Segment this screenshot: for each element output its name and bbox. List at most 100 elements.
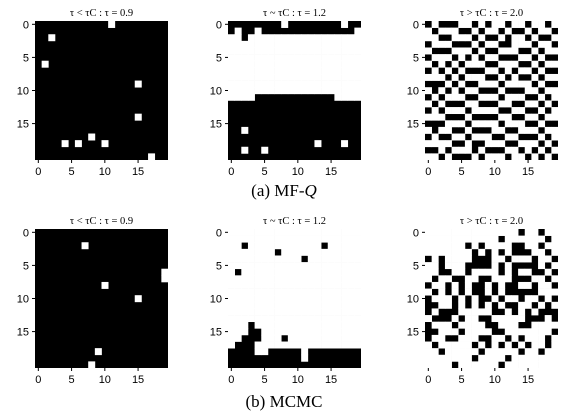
spin-cell — [74, 140, 82, 148]
spin-cell — [551, 107, 559, 115]
spin-cell — [347, 248, 355, 256]
spin-cell — [301, 295, 309, 303]
spin-cell — [314, 328, 322, 336]
spin-cell — [261, 268, 269, 276]
x-tick-label: 15 — [522, 374, 534, 386]
spin-cell — [484, 354, 492, 362]
spin-cell — [544, 328, 552, 336]
spin-cell — [431, 21, 439, 28]
spin-cell — [518, 54, 526, 62]
spin-cell — [524, 235, 532, 243]
spin-cell — [511, 120, 519, 128]
spin-cell — [531, 341, 539, 349]
spin-cell — [261, 54, 269, 62]
spin-cell — [538, 248, 546, 256]
spin-cell — [234, 255, 242, 263]
spin-cell — [261, 242, 269, 250]
spin-cell — [471, 133, 479, 141]
spin-cell — [444, 321, 452, 329]
spin-cell — [341, 54, 349, 62]
spin-cell — [431, 235, 439, 243]
y-tick-label: 15 — [17, 327, 29, 339]
spin-cell — [431, 34, 439, 42]
spin-cell — [551, 73, 559, 81]
spin-cell — [301, 34, 309, 42]
spin-cell — [464, 275, 472, 283]
spin-cell — [261, 146, 269, 154]
spin-cell — [511, 21, 519, 28]
spin-cell — [458, 21, 466, 28]
spin-cell — [511, 361, 519, 369]
spin-cell — [538, 262, 546, 270]
spin-cell — [458, 34, 466, 42]
spin-cell — [451, 73, 459, 81]
spin-cell — [327, 321, 335, 329]
spin-cell — [438, 60, 446, 68]
spin-cell — [281, 80, 289, 88]
spin-cell — [484, 288, 492, 296]
spin-cell — [458, 348, 466, 356]
spin-cell — [267, 295, 275, 303]
spin-cell — [498, 87, 506, 95]
spin-cell — [464, 140, 472, 148]
spin-cell — [274, 321, 282, 329]
spin-cell — [314, 73, 322, 81]
spin-cell — [321, 40, 329, 48]
spin-cell — [234, 60, 242, 68]
spin-cell — [524, 126, 532, 134]
spin-cell — [347, 80, 355, 88]
spin-cell — [484, 120, 492, 128]
spin-cell — [334, 34, 342, 42]
x-tick-label: 10 — [292, 374, 304, 386]
spin-cell — [287, 275, 295, 283]
spin-cell — [274, 341, 282, 349]
spin-cell — [254, 40, 262, 48]
spin-cell — [444, 93, 452, 101]
spin-cell — [458, 248, 466, 256]
spin-cell — [531, 60, 539, 68]
spin-cell — [538, 93, 546, 101]
spin-cell — [301, 281, 309, 289]
spin-cell — [307, 60, 315, 68]
spin-cell — [228, 60, 235, 68]
spin-cell — [314, 321, 322, 329]
spin-cell — [431, 295, 439, 303]
spin-cell — [301, 262, 309, 270]
spin-cell — [511, 47, 519, 55]
spin-cell — [524, 146, 532, 154]
spin-cell — [504, 248, 512, 256]
spin-cell — [321, 295, 329, 303]
spin-cell — [431, 107, 439, 115]
spin-cell — [254, 54, 262, 62]
spin-cell — [484, 308, 492, 316]
spin-cell — [301, 275, 309, 283]
spin-cell — [551, 354, 559, 362]
spin-cell — [301, 242, 309, 250]
spin-cell — [531, 328, 539, 336]
spin-cell — [544, 140, 552, 148]
spin-cell — [301, 268, 309, 276]
spin-cell — [491, 93, 499, 101]
spin-cell — [301, 54, 309, 62]
spin-cell — [498, 229, 506, 236]
spin-cell — [471, 153, 479, 161]
panel-title: τ ~ τC : τ = 1.2 — [263, 8, 326, 19]
spin-cell — [334, 321, 342, 329]
spin-cell — [531, 140, 539, 148]
spin-cell — [538, 40, 546, 48]
spin-cell — [347, 328, 355, 336]
spin-cell — [108, 21, 116, 28]
spin-cell — [438, 235, 446, 243]
lattice-background — [35, 21, 168, 160]
spin-cell — [518, 268, 526, 276]
spin-cell — [544, 288, 552, 296]
spin-cell — [478, 146, 486, 154]
spin-cell — [341, 60, 349, 68]
spin-cell — [471, 268, 479, 276]
spin-cell — [321, 275, 329, 283]
spin-cell — [544, 321, 552, 329]
spin-cell — [307, 295, 315, 303]
spin-cell — [431, 334, 439, 342]
spin-cell — [301, 328, 309, 336]
spin-cell — [354, 80, 362, 88]
